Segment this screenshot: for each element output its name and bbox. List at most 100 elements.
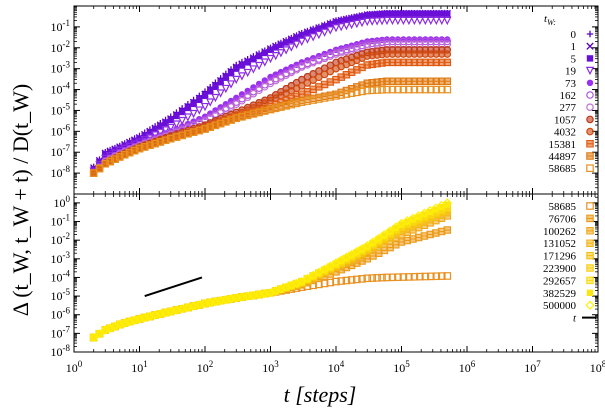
data-point (404, 218, 411, 226)
data-point (427, 10, 435, 17)
data-point (421, 211, 428, 218)
data-point (216, 119, 225, 128)
y-tick-label: 10-2 (51, 231, 71, 247)
legend-marker (586, 214, 594, 223)
data-point (134, 314, 145, 324)
data-point (260, 58, 269, 67)
data-point (267, 46, 274, 54)
data-point (432, 272, 441, 281)
data-point (298, 32, 305, 39)
data-point (206, 123, 215, 131)
data-point (157, 122, 164, 130)
data-point (338, 17, 345, 25)
data-point (135, 144, 144, 153)
data-point (388, 85, 397, 94)
top-panel: 10-8 10-7 10-6 10-5 10-4 10-3 10-2 10-1 tW: 01519… (51, 5, 599, 195)
data-point (433, 10, 440, 17)
data-point (303, 97, 312, 105)
data-point (378, 10, 386, 18)
x-tick-label: 101 (131, 359, 148, 375)
series-4032 (89, 50, 452, 177)
data-point (282, 102, 290, 110)
x-tick-label: 103 (262, 359, 279, 375)
data-point (272, 44, 279, 51)
legend-marker (586, 164, 594, 173)
legend-label: 4032 (554, 127, 576, 139)
data-point (162, 119, 169, 127)
data-point (271, 52, 280, 61)
data-point (173, 112, 180, 120)
data-point (233, 294, 240, 302)
data-point (151, 139, 159, 148)
data-point (342, 47, 351, 56)
data-point (167, 308, 174, 315)
data-point (315, 25, 323, 32)
data-point (422, 10, 429, 17)
data-point (437, 272, 446, 280)
data-point (443, 77, 452, 85)
data-point (363, 274, 372, 283)
data-point (327, 263, 334, 270)
y-tick-label: 10-7 (51, 143, 71, 159)
legend-marker (586, 202, 594, 210)
data-point (321, 266, 328, 273)
data-point (141, 314, 148, 321)
data-point (405, 273, 413, 281)
y-tick-label: 10-8 (51, 164, 71, 180)
legend-label: 382529 (543, 288, 577, 300)
data-point (200, 102, 210, 112)
data-point (326, 278, 335, 287)
data-point (394, 10, 402, 17)
data-point (195, 126, 204, 135)
data-point (389, 10, 396, 17)
data-point (201, 125, 209, 133)
data-point (101, 159, 110, 168)
data-point (267, 289, 274, 297)
data-point (116, 321, 123, 328)
data-point (364, 243, 371, 250)
data-point (432, 206, 440, 213)
data-point (217, 297, 224, 304)
data-point (90, 334, 97, 341)
data-point (358, 275, 366, 283)
data-point (126, 318, 133, 325)
data-point (363, 86, 372, 95)
data-point (399, 273, 408, 281)
data-point (227, 295, 235, 303)
data-point (297, 37, 306, 47)
data-point (249, 110, 258, 118)
data-point (287, 100, 296, 109)
data-point (353, 88, 361, 97)
data-point (140, 143, 149, 151)
data-point (386, 228, 394, 236)
x-tick-label: 108 (590, 359, 605, 375)
data-point (102, 151, 109, 158)
data-point (151, 311, 159, 319)
legend-marker (586, 127, 594, 136)
data-point (221, 84, 231, 94)
data-point (368, 274, 376, 282)
data-point (261, 49, 268, 57)
data-point (260, 107, 269, 115)
data-point (276, 49, 286, 58)
data-point (237, 72, 247, 81)
data-point (411, 10, 418, 17)
data-point (277, 41, 285, 49)
data-point (130, 146, 139, 155)
data-point (298, 278, 305, 285)
data-point (227, 116, 235, 124)
legend-label: 500000 (543, 300, 577, 312)
data-point (161, 126, 170, 135)
bottom-panel: 10-8 10-7 10-6 10-5 10-4 10-3 10-2 10-1 100 100 10… (51, 193, 605, 375)
data-point (432, 229, 440, 237)
data-point (211, 121, 220, 130)
data-point (156, 128, 165, 138)
data-point (250, 292, 257, 299)
legend-title: tW: (544, 13, 556, 27)
data-point (321, 23, 328, 30)
data-point (368, 17, 377, 26)
legend-marker (585, 300, 595, 310)
data-point (421, 272, 430, 281)
legend-marker (586, 276, 594, 285)
